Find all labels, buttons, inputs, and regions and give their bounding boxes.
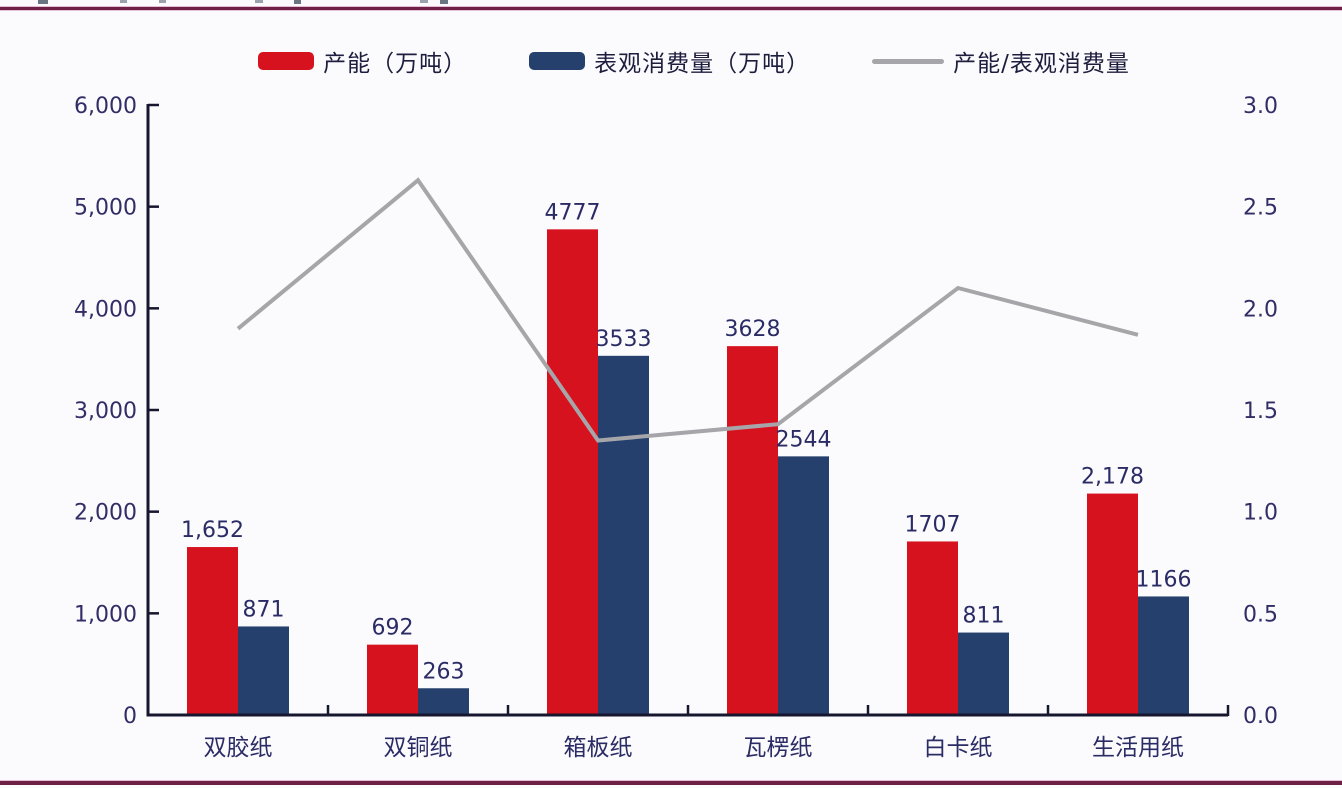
capacity-bar — [367, 644, 418, 715]
capacity-value-label: 2,178 — [1081, 465, 1144, 490]
capacity-value-label: 4777 — [545, 200, 601, 225]
apparent-consumption-bar — [778, 456, 829, 715]
capacity-legend-swatch — [258, 52, 315, 70]
cropped-ui-fragment — [420, 0, 428, 3]
category-label: 生活用纸 — [1092, 735, 1184, 761]
chart-legend: 产能（万吨） 表观消费量（万吨） 产能/表观消费量 — [0, 44, 1342, 78]
capacity-bar — [727, 346, 778, 715]
right-axis-tick-label: 3.0 — [1243, 94, 1278, 119]
apparent-consumption-value-label: 871 — [243, 597, 285, 622]
apparent-consumption-value-label: 1166 — [1136, 567, 1192, 592]
cropped-ui-fragment — [38, 0, 48, 4]
left-axis-tick-label: 2,000 — [74, 501, 137, 526]
apparent-consumption-bar — [958, 632, 1009, 715]
right-axis-tick-label: 0.0 — [1243, 704, 1278, 729]
legend-item-capacity: 产能（万吨） — [258, 44, 467, 78]
apparent-consumption-bar — [598, 355, 649, 715]
legend-item-apparent-consumption: 表观消费量（万吨） — [529, 44, 810, 78]
apparent-consumption-bar — [238, 626, 289, 715]
cropped-ui-fragments — [0, 0, 1342, 5]
bottom-divider-line — [0, 781, 1342, 785]
capacity-bar — [907, 541, 958, 715]
apparent-consumption-value-label: 2544 — [776, 427, 832, 452]
right-axis-tick-label: 2.0 — [1243, 297, 1278, 322]
cropped-ui-fragment — [440, 0, 448, 4]
category-label: 箱板纸 — [564, 735, 633, 761]
capacity-bar — [547, 229, 598, 716]
cropped-ui-fragment — [255, 0, 263, 3]
capacity-bar — [1087, 493, 1138, 715]
apparent-consumption-bar — [418, 688, 469, 715]
left-axis-tick-label: 6,000 — [74, 94, 137, 119]
legend-label: 产能（万吨） — [323, 51, 468, 77]
category-label: 双胶纸 — [204, 735, 273, 761]
left-axis-tick-label: 5,000 — [74, 196, 137, 221]
top-divider-line — [0, 7, 1342, 10]
legend-label: 表观消费量（万吨） — [594, 51, 811, 77]
category-label: 双铜纸 — [384, 735, 453, 761]
category-label: 瓦楞纸 — [744, 735, 813, 761]
right-axis-tick-label: 2.5 — [1243, 196, 1278, 221]
left-axis-tick-label: 0 — [123, 704, 137, 729]
cropped-ui-fragment — [159, 0, 166, 3]
apparent-consumption-bar — [1138, 596, 1189, 715]
legend-item-ratio: 产能/表观消费量 — [872, 44, 1130, 78]
legend-label: 产能/表观消费量 — [953, 51, 1130, 77]
apparent-consumption-value-label: 3533 — [596, 327, 652, 352]
apparent-consumption-value-label: 811 — [963, 604, 1005, 629]
right-axis-tick-label: 1.0 — [1243, 501, 1278, 526]
left-axis-tick-label: 1,000 — [74, 602, 137, 627]
ratio-line — [236, 177, 1139, 443]
cropped-ui-fragment — [294, 0, 301, 4]
left-axis-tick-label: 3,000 — [74, 399, 137, 424]
capacity-value-label: 1,652 — [181, 518, 244, 543]
right-axis-tick-label: 1.5 — [1243, 399, 1278, 424]
apparent-consumption-legend-swatch — [529, 52, 586, 70]
capacity-value-label: 1707 — [905, 512, 961, 537]
right-axis-tick-label: 0.5 — [1243, 602, 1278, 627]
left-axis-tick-label: 4,000 — [74, 297, 137, 322]
capacity-bar — [187, 547, 238, 715]
ratio-legend-line-swatch — [872, 58, 945, 64]
cropped-ui-fragment — [120, 0, 127, 3]
category-label: 白卡纸 — [924, 735, 993, 761]
capacity-value-label: 3628 — [725, 317, 781, 342]
apparent-consumption-value-label: 263 — [423, 659, 465, 684]
capacity-value-label: 692 — [372, 616, 414, 641]
